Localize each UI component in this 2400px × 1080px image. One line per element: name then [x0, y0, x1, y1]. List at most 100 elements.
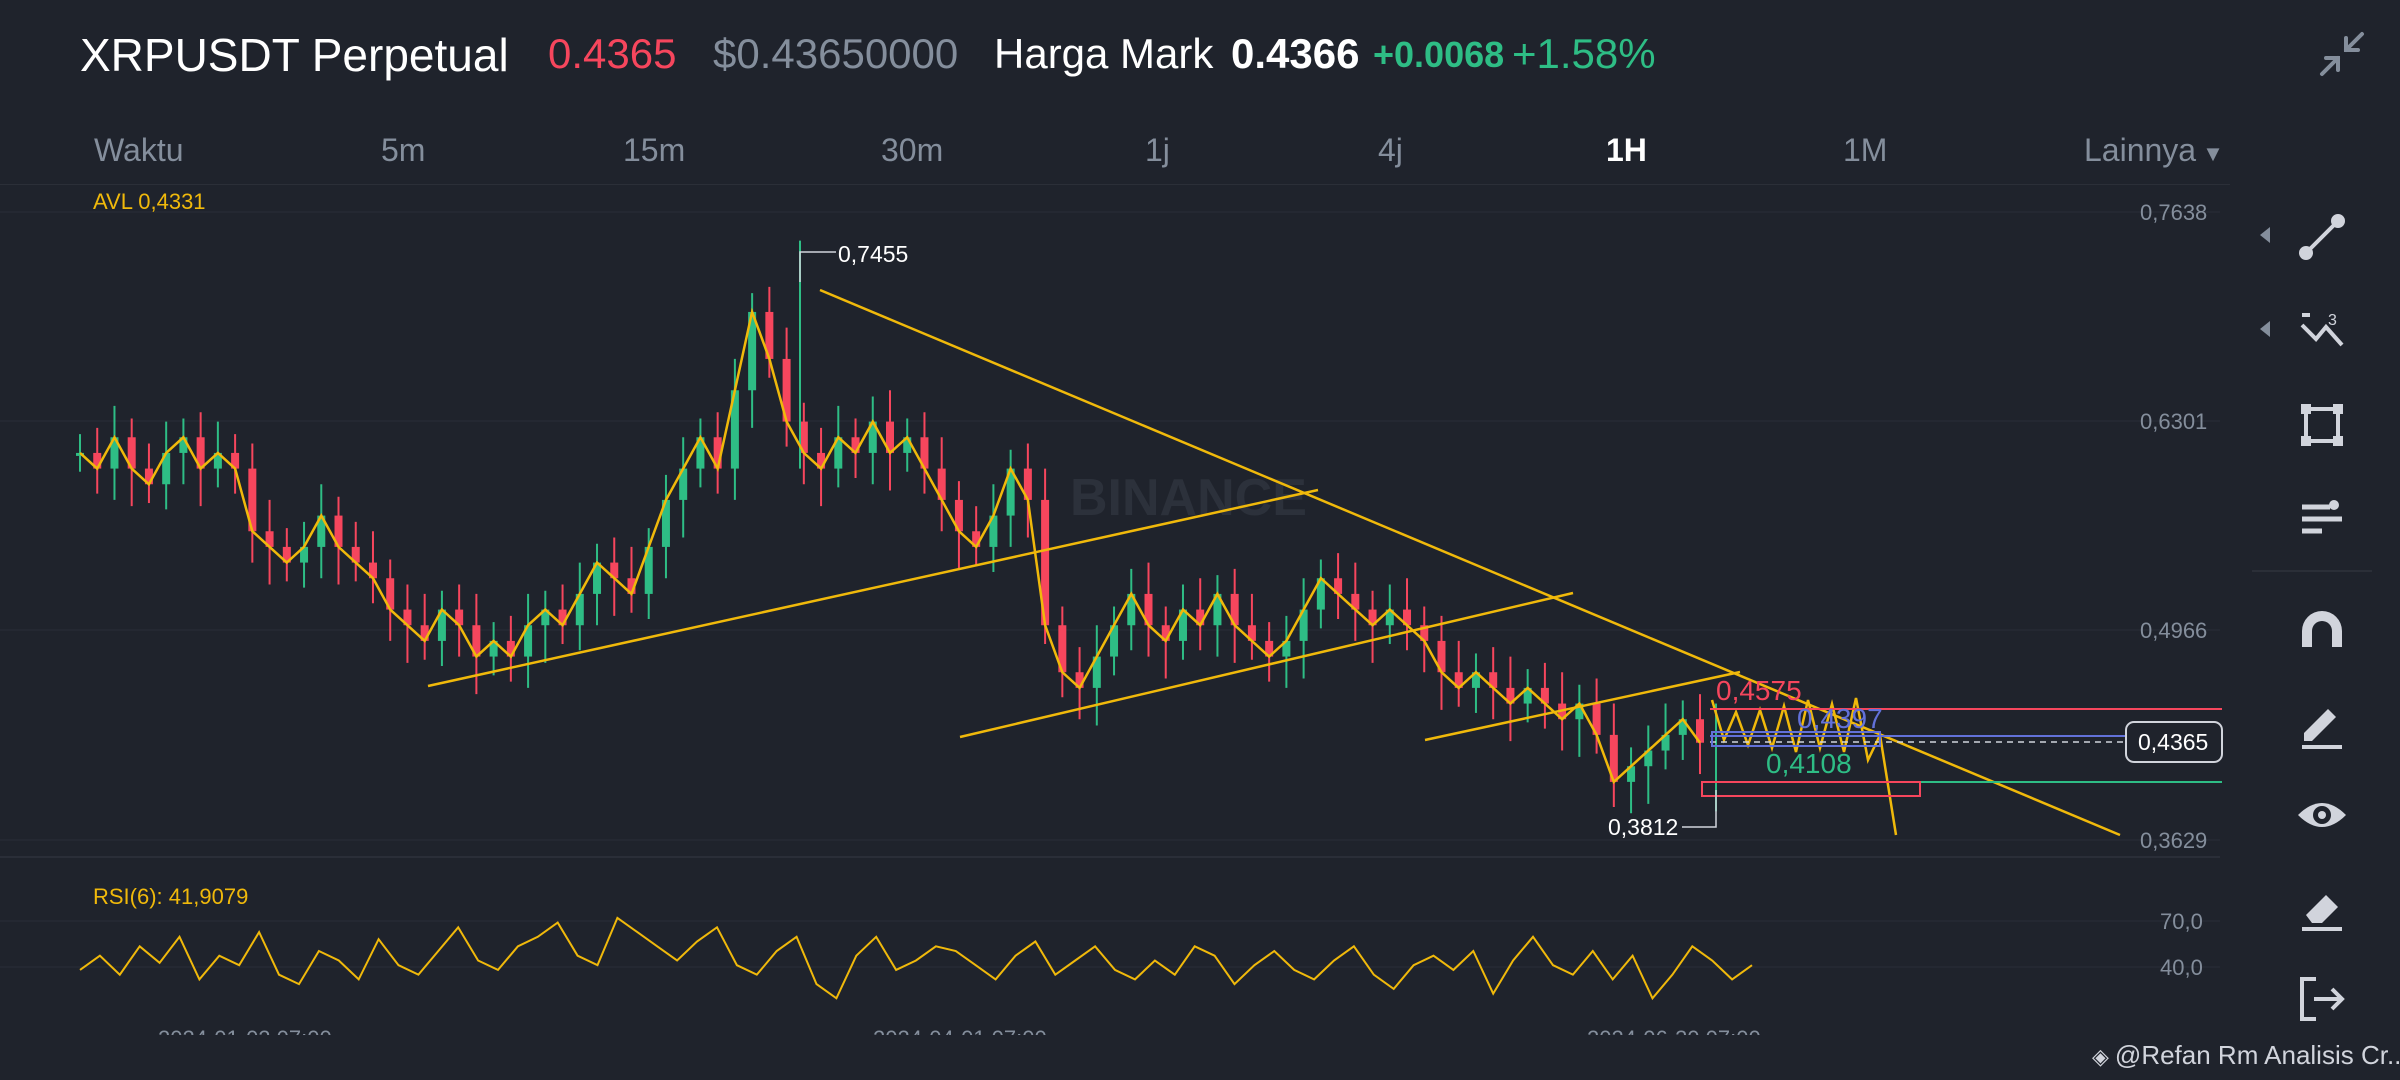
- candle-body: [317, 515, 326, 547]
- candle-body: [110, 437, 119, 469]
- candle-body: [1058, 625, 1067, 673]
- candle-body: [179, 437, 188, 453]
- candle-body: [489, 640, 498, 657]
- symbol-title[interactable]: XRPUSDT Perpetual: [80, 29, 509, 81]
- projection-zigzag[interactable]: [1710, 697, 1898, 836]
- price-axis-label: 0,7638: [2140, 200, 2207, 225]
- expand-arrow-icon[interactable]: [2260, 321, 2270, 337]
- exit-button[interactable]: [2286, 963, 2358, 1035]
- ticker-header: XRPUSDT Perpetual 0.4365 $0.43650000 Har…: [0, 0, 2400, 110]
- candle-body: [1316, 578, 1325, 610]
- candle-body: [1592, 703, 1601, 735]
- tab-15m[interactable]: 15m: [623, 132, 686, 168]
- indicators-tool-button[interactable]: [2286, 483, 2358, 555]
- level-red-label: 0,4575: [1716, 675, 1802, 706]
- rectangle-tool-icon: [2301, 404, 2343, 446]
- magnet-button[interactable]: [2286, 595, 2358, 667]
- candle-body: [1351, 593, 1360, 610]
- candle-body: [213, 452, 222, 469]
- eraser-button[interactable]: [2286, 871, 2358, 943]
- tab-5m[interactable]: 5m: [381, 132, 426, 168]
- expand-arrow-icon[interactable]: [2260, 227, 2270, 243]
- candle-body: [1247, 625, 1256, 641]
- candle-body: [834, 437, 843, 469]
- candle-body: [334, 515, 343, 547]
- candlestick-series: [76, 240, 1717, 814]
- level-blue-label: 0,4397: [1797, 703, 1883, 734]
- current-price-tag: 0,4365: [2125, 721, 2223, 763]
- candle-body: [1334, 578, 1343, 594]
- candle-body: [541, 609, 550, 626]
- red-zone-box[interactable]: [1701, 781, 1921, 797]
- candle-body: [437, 609, 446, 641]
- candle-body: [989, 515, 998, 547]
- blue-zone-box[interactable]: [1711, 731, 1881, 747]
- candle-body: [558, 609, 567, 626]
- time-axis-label: 2024-06-30 07:00: [1587, 1026, 1761, 1035]
- candle-body: [661, 499, 670, 547]
- usd-price: $0.43650000: [713, 30, 959, 77]
- rsi-axis-label: 70,0: [2160, 909, 2203, 934]
- candle-body: [1609, 734, 1618, 782]
- candle-body: [851, 437, 860, 453]
- eraser-icon: [2302, 895, 2342, 931]
- tab-waktu[interactable]: Waktu: [94, 132, 184, 168]
- trendline-lower-asc-2[interactable]: [959, 591, 1574, 739]
- drawing-pen-button[interactable]: [2286, 687, 2358, 759]
- trendline-upper-desc[interactable]: [819, 288, 2121, 837]
- trendlines: [427, 288, 2121, 837]
- level-green-label: 0,4108: [1766, 748, 1852, 779]
- candle-body: [1575, 703, 1584, 720]
- trendline-lower-asc-1[interactable]: [427, 488, 1319, 688]
- candle-body: [575, 593, 584, 626]
- candle-body: [1437, 640, 1446, 673]
- tab-1m[interactable]: 1M: [1843, 132, 1888, 168]
- time-axis-label: 2024-01-02 07:00: [158, 1026, 332, 1035]
- candle-body: [1678, 719, 1687, 735]
- tab-1j[interactable]: 1j: [1145, 132, 1170, 168]
- tab-4j[interactable]: 4j: [1378, 132, 1403, 168]
- candle-body: [1540, 687, 1549, 704]
- caret-down-icon: ▼: [2202, 141, 2224, 166]
- tab-30m[interactable]: 30m: [881, 132, 944, 168]
- candle-body: [799, 421, 808, 453]
- candle-body: [420, 625, 429, 641]
- drawing-pen-icon: [2302, 709, 2342, 749]
- candle-body: [1041, 499, 1050, 626]
- candle-body: [506, 640, 515, 657]
- rectangle-tool-button[interactable]: [2286, 389, 2358, 461]
- candle-body: [162, 452, 171, 485]
- candle-body: [1196, 609, 1205, 626]
- candle-body: [1420, 625, 1429, 641]
- candle-body: [1265, 640, 1274, 657]
- trendline-tool-icon: [2299, 214, 2345, 260]
- candle-body: [765, 311, 774, 359]
- candle-body: [351, 546, 360, 563]
- candle-body: [196, 437, 205, 469]
- candle-body: [713, 437, 722, 469]
- candle-body: [231, 452, 240, 469]
- price-change-percent: +1.58%: [1512, 30, 1656, 77]
- tab-1h[interactable]: 1H: [1606, 132, 1647, 168]
- more-timeframes-dropdown[interactable]: Lainnya ▼: [2084, 132, 2224, 169]
- exit-fullscreen-button[interactable]: [2318, 30, 2366, 78]
- candle-body: [248, 468, 257, 532]
- indicators-tool-icon: [2302, 500, 2342, 534]
- candle-body: [817, 452, 826, 469]
- candle-body: [1213, 593, 1222, 626]
- candle-body: [1230, 593, 1239, 626]
- trendline-tool-button[interactable]: [2286, 201, 2358, 273]
- fibonacci-tool-button[interactable]: 3: [2286, 295, 2358, 367]
- candle-body: [524, 625, 533, 657]
- candle-body: [903, 437, 912, 453]
- time-axis-label: 2024-04-01 07:00: [873, 1026, 1047, 1035]
- price-chart[interactable]: BINANCE AVL 0,4331 0,4575 0,4397 0,4108 …: [0, 185, 2240, 1035]
- toolbar-divider: [2252, 570, 2372, 572]
- last-price: 0.4365: [548, 30, 677, 77]
- avl-label: AVL 0,4331: [93, 189, 206, 214]
- candle-body: [644, 546, 653, 594]
- trendline-lower-asc-3[interactable]: [1424, 670, 1741, 742]
- visibility-button[interactable]: [2286, 779, 2358, 851]
- candle-body: [1489, 672, 1498, 688]
- more-label: Lainnya: [2084, 132, 2197, 168]
